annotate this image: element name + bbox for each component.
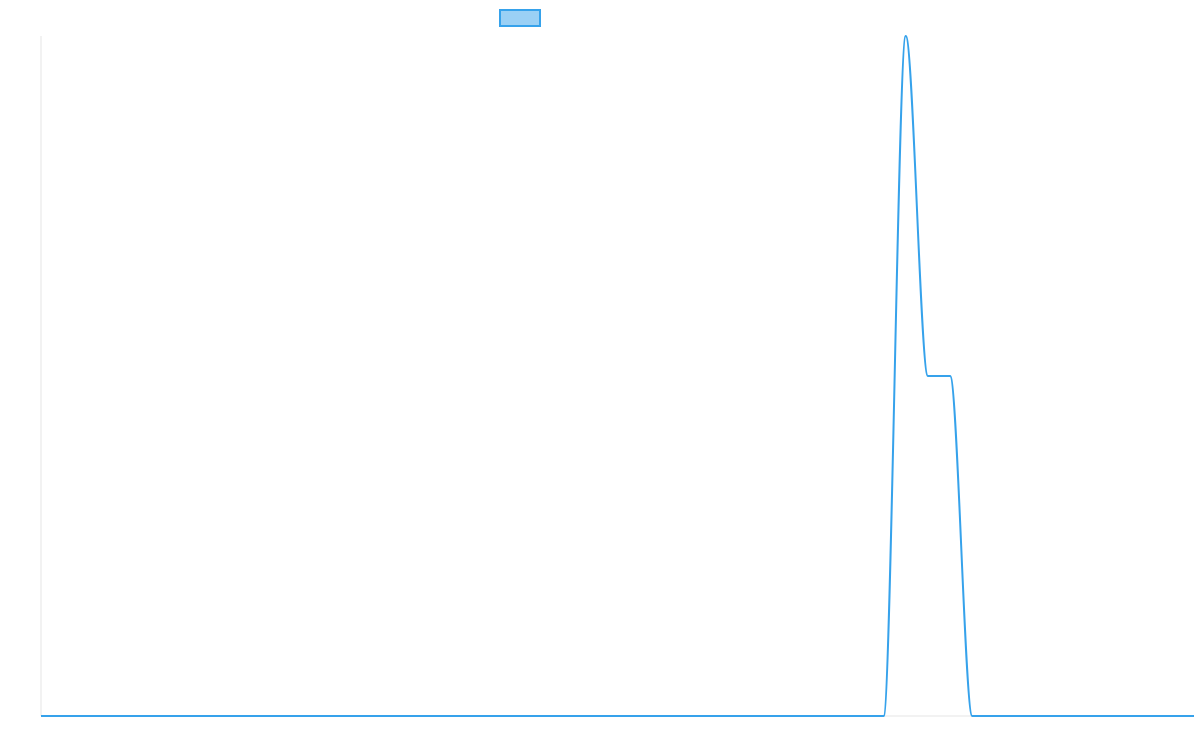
data-point[interactable] bbox=[326, 713, 332, 719]
series-layer bbox=[38, 33, 1197, 719]
data-point[interactable] bbox=[504, 713, 510, 719]
data-point[interactable] bbox=[770, 713, 776, 719]
data-point[interactable] bbox=[1102, 713, 1108, 719]
data-point[interactable] bbox=[991, 713, 997, 719]
data-point[interactable] bbox=[149, 713, 155, 719]
data-point[interactable] bbox=[881, 713, 887, 719]
data-point[interactable] bbox=[548, 713, 554, 719]
data-point[interactable] bbox=[38, 713, 44, 719]
data-point[interactable] bbox=[459, 713, 465, 719]
data-point[interactable] bbox=[792, 713, 798, 719]
legend-swatch[interactable] bbox=[499, 9, 541, 27]
data-point[interactable] bbox=[348, 713, 354, 719]
series-line-0[interactable] bbox=[41, 34, 1194, 717]
data-point[interactable] bbox=[947, 373, 953, 379]
data-point[interactable] bbox=[659, 713, 665, 719]
data-point[interactable] bbox=[105, 713, 111, 719]
data-point[interactable] bbox=[1014, 713, 1020, 719]
data-point[interactable] bbox=[1124, 713, 1130, 719]
data-point[interactable] bbox=[903, 33, 909, 39]
chart-legend[interactable] bbox=[499, 9, 541, 27]
data-point[interactable] bbox=[681, 713, 687, 719]
data-point[interactable] bbox=[1169, 713, 1175, 719]
data-point[interactable] bbox=[570, 713, 576, 719]
data-point[interactable] bbox=[437, 713, 443, 719]
data-point[interactable] bbox=[481, 713, 487, 719]
data-point[interactable] bbox=[193, 713, 199, 719]
data-point[interactable] bbox=[925, 373, 931, 379]
data-point[interactable] bbox=[215, 713, 221, 719]
data-point[interactable] bbox=[637, 713, 643, 719]
data-point[interactable] bbox=[1080, 713, 1086, 719]
data-point[interactable] bbox=[304, 713, 310, 719]
data-point[interactable] bbox=[725, 713, 731, 719]
chart-axes bbox=[40, 36, 1194, 717]
data-point[interactable] bbox=[969, 713, 975, 719]
data-point[interactable] bbox=[260, 713, 266, 719]
data-point[interactable] bbox=[836, 713, 842, 719]
data-point[interactable] bbox=[814, 713, 820, 719]
data-point[interactable] bbox=[82, 713, 88, 719]
data-point[interactable] bbox=[526, 713, 532, 719]
data-point[interactable] bbox=[1147, 713, 1153, 719]
data-point[interactable] bbox=[1191, 713, 1197, 719]
data-point[interactable] bbox=[748, 713, 754, 719]
data-point[interactable] bbox=[592, 713, 598, 719]
data-point[interactable] bbox=[1036, 713, 1042, 719]
data-point[interactable] bbox=[171, 713, 177, 719]
data-point[interactable] bbox=[1058, 713, 1064, 719]
data-point[interactable] bbox=[393, 713, 399, 719]
data-point[interactable] bbox=[282, 713, 288, 719]
data-point[interactable] bbox=[858, 713, 864, 719]
data-point[interactable] bbox=[127, 713, 133, 719]
data-point[interactable] bbox=[703, 713, 709, 719]
data-point[interactable] bbox=[238, 713, 244, 719]
data-point[interactable] bbox=[371, 713, 377, 719]
data-point[interactable] bbox=[615, 713, 621, 719]
data-point[interactable] bbox=[415, 713, 421, 719]
data-point[interactable] bbox=[60, 713, 66, 719]
